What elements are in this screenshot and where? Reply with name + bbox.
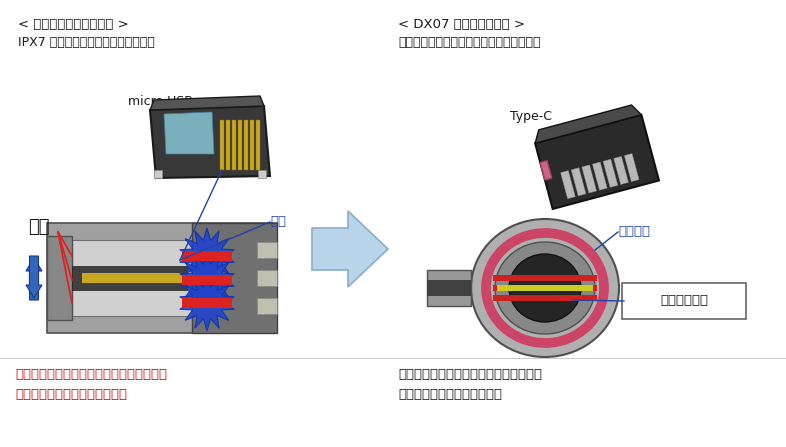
Bar [154,170,162,178]
Text: < 一般的单体防水连接器 >: < 一般的单体防水连接器 > [18,18,129,31]
Bar [244,120,248,170]
Bar [226,120,230,170]
Text: 取得专利构造: 取得专利构造 [660,295,708,308]
Polygon shape [535,115,659,209]
Polygon shape [180,275,234,331]
Polygon shape [180,228,234,284]
FancyBboxPatch shape [622,283,746,319]
Polygon shape [603,159,618,187]
Polygon shape [535,105,641,143]
Polygon shape [624,153,639,181]
FancyArrow shape [26,258,42,300]
Polygon shape [312,211,388,287]
Polygon shape [614,156,629,185]
Bar [493,285,597,291]
Bar [82,273,182,283]
Bar [72,240,192,316]
Text: 嵌件成型: 嵌件成型 [618,225,650,238]
Polygon shape [180,252,234,308]
Text: micro USB: micro USB [128,95,193,108]
Bar [258,170,266,178]
Bar [47,236,72,320]
Polygon shape [540,161,552,180]
Polygon shape [164,112,214,154]
Bar [427,270,471,306]
Bar [493,295,597,301]
Bar [47,223,277,333]
Bar [256,120,259,170]
Text: 表面: 表面 [28,218,50,236]
Text: 密封: 密封 [270,215,286,228]
Bar [182,275,232,285]
FancyArrow shape [26,256,42,298]
Text: Type-C: Type-C [510,110,552,123]
Polygon shape [582,165,597,193]
Bar [238,120,241,170]
Text: IPX7 以上的密封性能的一般防水构造: IPX7 以上的密封性能的一般防水构造 [18,36,155,49]
Bar [72,266,187,290]
Ellipse shape [509,254,581,322]
Polygon shape [150,106,270,178]
Bar [232,120,236,170]
Polygon shape [150,96,264,110]
Bar [192,223,277,333]
Bar [427,280,471,296]
Bar [497,285,593,291]
Bar [257,298,277,314]
Bar [182,298,232,308]
Bar [220,120,223,170]
Polygon shape [571,168,586,196]
Text: < DX07 系列防水型插座 >: < DX07 系列防水型插座 > [398,18,525,31]
Ellipse shape [495,242,595,334]
Text: 独自的构造相比于树脂的密封性能更强，: 独自的构造相比于树脂的密封性能更强， [398,368,542,381]
Text: 间隙从而可能发生漏水的情况。: 间隙从而可能发生漏水的情况。 [15,388,127,401]
Polygon shape [560,171,575,199]
Text: 拥有更加稳定安全的防水性能: 拥有更加稳定安全的防水性能 [398,388,502,401]
Bar [257,270,277,286]
Bar [250,120,254,170]
Bar [493,275,597,281]
Text: 不使用密封防水，插入模具从而实现防水，: 不使用密封防水，插入模具从而实现防水， [398,36,541,49]
Bar [257,242,277,258]
Bar [182,251,232,261]
Polygon shape [593,162,607,190]
Text: 使用密封防水的情况下，因为表面的细小的: 使用密封防水的情况下，因为表面的细小的 [15,368,167,381]
Ellipse shape [471,219,619,357]
